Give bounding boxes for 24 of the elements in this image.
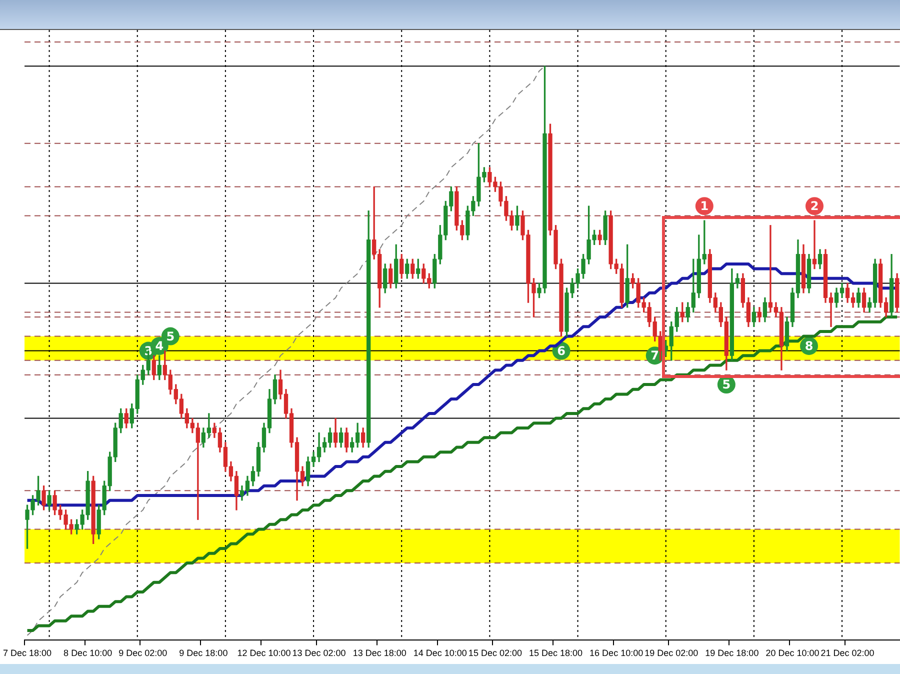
x-tick-label: 13 Dec 02:00 <box>292 648 346 658</box>
x-tick-label: 21 Dec 02:00 <box>820 648 874 658</box>
x-tick-label: 15 Dec 02:00 <box>468 648 522 658</box>
x-tick-label: 12 Dec 10:00 <box>237 648 291 658</box>
candlestick <box>812 220 817 270</box>
x-tick-label: 8 Dec 10:00 <box>64 648 112 658</box>
x-tick-label: 13 Dec 18:00 <box>352 648 406 658</box>
annotation: 4 <box>155 339 164 354</box>
annotation: 5 <box>722 378 731 392</box>
x-tick-label: 9 Dec 02:00 <box>118 648 168 658</box>
x-tick-label: 16 Dec 10:00 <box>590 648 644 658</box>
annotation: 1 <box>700 199 709 214</box>
x-tick-label: 9 Dec 18:00 <box>179 648 228 658</box>
annotation: 5 <box>166 329 175 344</box>
x-tick-label: 15 Dec 18:00 <box>528 648 583 658</box>
annotation: 8 <box>804 339 814 354</box>
x-tick-label: 7 Dec 18:00 <box>2 648 52 658</box>
annotation: 2 <box>810 199 819 214</box>
annotation: 7 <box>650 348 660 363</box>
annotation: 6 <box>557 344 566 358</box>
x-tick-label: 19 Dec 18:00 <box>705 648 759 658</box>
x-tick-label: 19 Dec 02:00 <box>644 648 698 658</box>
x-tick-label: 20 Dec 10:00 <box>766 648 820 658</box>
x-tick-label: 14 Dec 10:00 <box>413 648 467 658</box>
